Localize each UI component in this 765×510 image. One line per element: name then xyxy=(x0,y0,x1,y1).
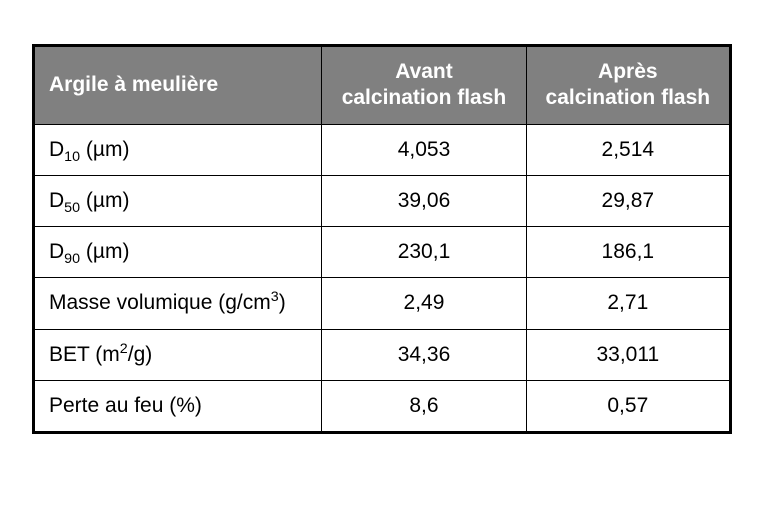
table-row: Masse volumique (g/cm3) 2,49 2,71 xyxy=(34,278,731,329)
row-before: 39,06 xyxy=(322,175,526,226)
row-after: 2,71 xyxy=(526,278,730,329)
row-after: 33,011 xyxy=(526,329,730,380)
row-before: 34,36 xyxy=(322,329,526,380)
row-after: 2,514 xyxy=(526,124,730,175)
row-before: 2,49 xyxy=(322,278,526,329)
row-before: 4,053 xyxy=(322,124,526,175)
row-before: 8,6 xyxy=(322,380,526,432)
table-row: D90 (µm) 230,1 186,1 xyxy=(34,227,731,278)
table-row: Perte au feu (%) 8,6 0,57 xyxy=(34,380,731,432)
col-header-label: Argile à meulière xyxy=(34,46,322,125)
row-after: 29,87 xyxy=(526,175,730,226)
row-label: Perte au feu (%) xyxy=(34,380,322,432)
table-row: D10 (µm) 4,053 2,514 xyxy=(34,124,731,175)
row-after: 186,1 xyxy=(526,227,730,278)
row-label: D10 (µm) xyxy=(34,124,322,175)
row-label: Masse volumique (g/cm3) xyxy=(34,278,322,329)
row-label: D50 (µm) xyxy=(34,175,322,226)
properties-table: Argile à meulière Avantcalcination flash… xyxy=(32,44,732,434)
table-row: BET (m2/g) 34,36 33,011 xyxy=(34,329,731,380)
col-header-before: Avantcalcination flash xyxy=(322,46,526,125)
table-header-row: Argile à meulière Avantcalcination flash… xyxy=(34,46,731,125)
row-before: 230,1 xyxy=(322,227,526,278)
row-label: BET (m2/g) xyxy=(34,329,322,380)
row-after: 0,57 xyxy=(526,380,730,432)
table-row: D50 (µm) 39,06 29,87 xyxy=(34,175,731,226)
col-header-after: Aprèscalcination flash xyxy=(526,46,730,125)
row-label: D90 (µm) xyxy=(34,227,322,278)
